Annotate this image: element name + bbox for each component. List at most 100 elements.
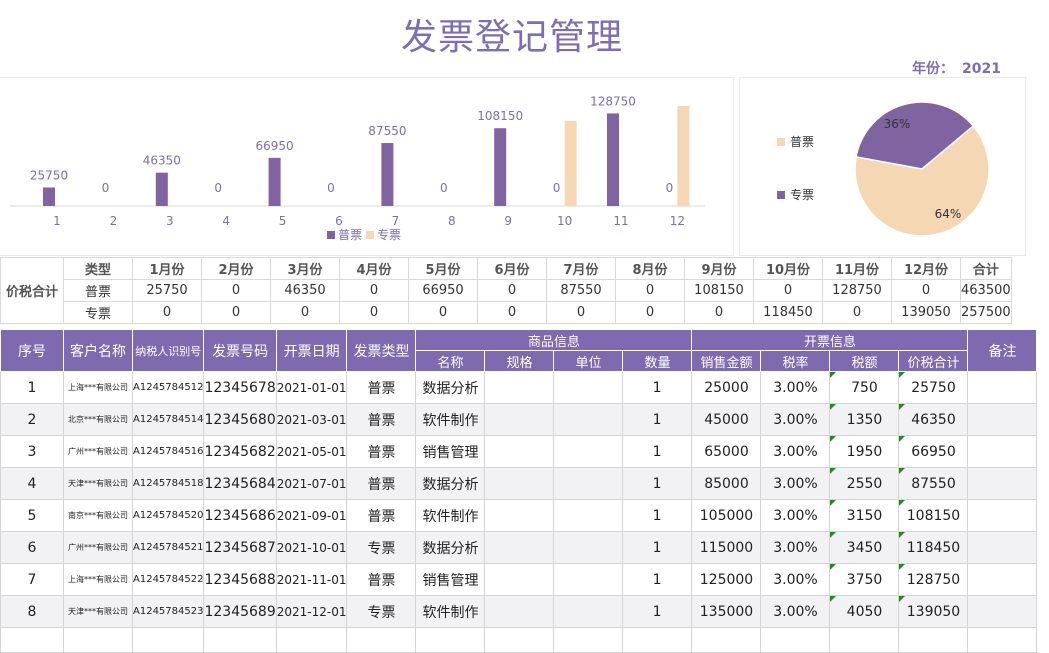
cell-tax[interactable]: 750 [829, 371, 900, 404]
cell-invoice-no[interactable]: 12345684 [203, 467, 277, 500]
year-selector[interactable]: 年份： 2021 [912, 58, 1001, 78]
cell-amount[interactable]: 65000 [691, 435, 762, 468]
cell-empty[interactable] [553, 627, 624, 653]
cell-date[interactable]: 2021-10-01 [275, 531, 348, 564]
cell-goods-name[interactable]: 数据分析 [415, 467, 486, 500]
cell-amount[interactable]: 45000 [691, 403, 762, 436]
cell-empty[interactable] [131, 627, 205, 653]
cell-tax[interactable]: 1350 [829, 403, 900, 436]
cell-total[interactable]: 46350 [898, 403, 969, 436]
cell-empty[interactable] [691, 627, 762, 653]
cell-customer[interactable]: 天津***有限公司 [63, 595, 133, 628]
cell-qty[interactable]: 1 [622, 499, 693, 532]
header-date[interactable]: 开票日期 [275, 329, 348, 372]
cell-empty[interactable] [346, 627, 417, 653]
cell-total[interactable]: 139050 [898, 595, 969, 628]
cell-invoice-no[interactable]: 12345686 [203, 499, 277, 532]
cell-amount[interactable]: 85000 [691, 467, 762, 500]
cell-tax[interactable]: 3750 [829, 563, 900, 596]
cell-unit[interactable] [553, 467, 624, 500]
cell-total[interactable]: 128750 [898, 563, 969, 596]
cell-spec[interactable] [484, 499, 555, 532]
cell-total[interactable]: 108150 [898, 499, 969, 532]
table-row[interactable]: 8 天津***有限公司 A1245784523 12345689 2021-12-01 专… [0, 595, 1038, 628]
cell-tax[interactable]: 3150 [829, 499, 900, 532]
cell-unit[interactable] [553, 595, 624, 628]
cell-empty[interactable] [760, 627, 831, 653]
cell-seq[interactable]: 1 [0, 371, 64, 404]
cell-taxid[interactable]: A1245784522 [131, 563, 205, 596]
cell-unit[interactable] [553, 563, 624, 596]
cell-empty[interactable] [63, 627, 133, 653]
cell-invoice-no[interactable]: 12345687 [203, 531, 277, 564]
cell-empty[interactable] [0, 627, 64, 653]
cell-remark[interactable] [967, 467, 1038, 500]
cell-tax[interactable]: 2550 [829, 467, 900, 500]
header-remark[interactable]: 备注 [967, 329, 1038, 372]
header-qty[interactable]: 数量 [622, 350, 693, 372]
cell-customer[interactable]: 上海***有限公司 [63, 563, 133, 596]
table-row[interactable]: 2 北京***有限公司 A1245784514 12345680 2021-03-01 普… [0, 403, 1038, 436]
cell-seq[interactable]: 3 [0, 435, 64, 468]
cell-invoice-type[interactable]: 普票 [346, 435, 417, 468]
cell-unit[interactable] [553, 499, 624, 532]
header-spec[interactable]: 规格 [484, 350, 555, 372]
cell-invoice-no[interactable]: 12345689 [203, 595, 277, 628]
cell-unit[interactable] [553, 403, 624, 436]
cell-taxid[interactable]: A1245784523 [131, 595, 205, 628]
cell-remark[interactable] [967, 371, 1038, 404]
cell-invoice-no[interactable]: 12345680 [203, 403, 277, 436]
cell-qty[interactable]: 1 [622, 371, 693, 404]
cell-qty[interactable]: 1 [622, 563, 693, 596]
cell-remark[interactable] [967, 595, 1038, 628]
cell-remark[interactable] [967, 563, 1038, 596]
cell-empty[interactable] [898, 627, 969, 653]
table-row[interactable]: 7 上海***有限公司 A1245784522 12345688 2021-11-01 普… [0, 563, 1038, 596]
cell-taxid[interactable]: A1245784520 [131, 499, 205, 532]
cell-remark[interactable] [967, 531, 1038, 564]
cell-amount[interactable]: 135000 [691, 595, 762, 628]
cell-invoice-type[interactable]: 普票 [346, 563, 417, 596]
cell-total[interactable]: 87550 [898, 467, 969, 500]
year-value[interactable]: 2021 [962, 61, 1001, 77]
header-invoice-type[interactable]: 发票类型 [346, 329, 417, 372]
cell-invoice-no[interactable]: 12345678 [203, 371, 277, 404]
cell-date[interactable]: 2021-11-01 [275, 563, 348, 596]
cell-amount[interactable]: 105000 [691, 499, 762, 532]
header-unit[interactable]: 单位 [553, 350, 624, 372]
cell-seq[interactable]: 2 [0, 403, 64, 436]
cell-empty[interactable] [275, 627, 348, 653]
cell-empty[interactable] [203, 627, 277, 653]
cell-rate[interactable]: 3.00% [760, 467, 831, 500]
table-row[interactable]: 6 广州***有限公司 A1245784521 12345687 2021-10-01 专… [0, 531, 1038, 564]
cell-invoice-type[interactable]: 普票 [346, 403, 417, 436]
cell-qty[interactable]: 1 [622, 595, 693, 628]
cell-invoice-type[interactable]: 专票 [346, 595, 417, 628]
cell-invoice-no[interactable]: 12345688 [203, 563, 277, 596]
cell-seq[interactable]: 8 [0, 595, 64, 628]
cell-total[interactable]: 118450 [898, 531, 969, 564]
cell-customer[interactable]: 天津***有限公司 [63, 467, 133, 500]
cell-invoice-no[interactable]: 12345682 [203, 435, 277, 468]
cell-spec[interactable] [484, 595, 555, 628]
cell-invoice-type[interactable]: 专票 [346, 531, 417, 564]
cell-spec[interactable] [484, 531, 555, 564]
cell-amount[interactable]: 125000 [691, 563, 762, 596]
cell-taxid[interactable]: A1245784516 [131, 435, 205, 468]
header-invoice-no[interactable]: 发票号码 [203, 329, 277, 372]
cell-goods-name[interactable]: 软件制作 [415, 403, 486, 436]
cell-taxid[interactable]: A1245784518 [131, 467, 205, 500]
cell-seq[interactable]: 7 [0, 563, 64, 596]
cell-remark[interactable] [967, 499, 1038, 532]
cell-rate[interactable]: 3.00% [760, 531, 831, 564]
table-row[interactable]: 1 上海***有限公司 A1245784512 12345678 2021-01-01 普… [0, 371, 1038, 404]
cell-date[interactable]: 2021-05-01 [275, 435, 348, 468]
cell-empty[interactable] [622, 627, 693, 653]
cell-amount[interactable]: 115000 [691, 531, 762, 564]
cell-seq[interactable]: 4 [0, 467, 64, 500]
cell-rate[interactable]: 3.00% [760, 435, 831, 468]
cell-rate[interactable]: 3.00% [760, 371, 831, 404]
table-row[interactable]: 3 广州***有限公司 A1245784516 12345682 2021-05-01 普… [0, 435, 1038, 468]
cell-seq[interactable]: 5 [0, 499, 64, 532]
cell-goods-name[interactable]: 销售管理 [415, 435, 486, 468]
